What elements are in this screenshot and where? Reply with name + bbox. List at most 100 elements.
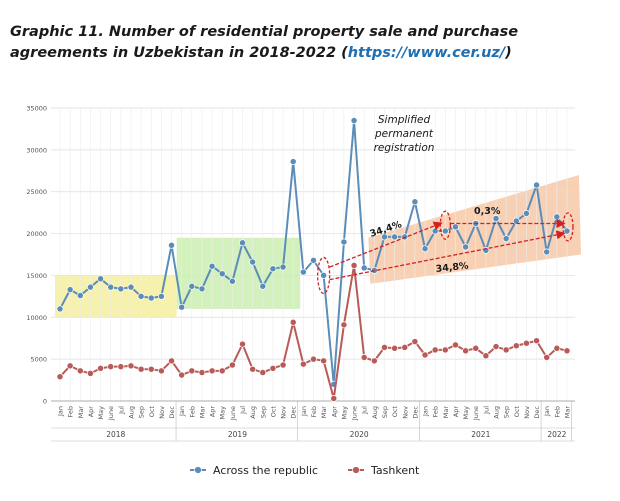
- y-tick-label: 10000: [26, 314, 47, 322]
- x-tick-label: Dec: [290, 406, 298, 419]
- data-point-tashkent: [391, 344, 399, 352]
- data-point-tashkent: [522, 339, 530, 347]
- x-tick-label: May: [340, 406, 348, 420]
- data-point-tashkent: [340, 321, 348, 329]
- x-tick-label: Dec: [533, 406, 541, 419]
- data-point-republic: [553, 213, 561, 221]
- year-label: 2020: [350, 430, 369, 439]
- band-2020-2022: [368, 174, 581, 284]
- data-point-republic: [218, 270, 226, 278]
- year-label: 2022: [547, 430, 566, 439]
- x-tick-label: Mar: [77, 406, 85, 419]
- x-tick-label: Apr: [452, 406, 460, 418]
- data-point-tashkent: [482, 352, 490, 360]
- data-point-republic: [188, 282, 196, 290]
- x-tick-label: June: [351, 406, 359, 421]
- data-point-tashkent: [350, 261, 358, 269]
- x-tick-label: Feb: [553, 406, 561, 418]
- data-point-tashkent: [249, 365, 257, 373]
- data-point-tashkent: [401, 343, 409, 351]
- data-point-republic: [86, 283, 94, 291]
- data-point-republic: [441, 227, 449, 235]
- data-point-republic: [391, 233, 399, 241]
- data-point-tashkent: [381, 343, 388, 351]
- data-point-tashkent: [310, 355, 317, 363]
- data-point-republic: [198, 285, 206, 293]
- data-point-republic: [107, 283, 115, 291]
- data-point-republic: [543, 248, 551, 256]
- x-tick-label: Jan: [57, 406, 65, 417]
- data-point-republic: [289, 158, 297, 166]
- data-point-republic: [239, 239, 246, 247]
- data-point-republic: [147, 294, 155, 302]
- x-tick-label: Sep: [259, 406, 267, 418]
- data-point-tashkent: [330, 395, 338, 402]
- x-tick-label: Jul: [361, 406, 369, 415]
- data-point-republic: [299, 268, 307, 276]
- year-label: 2021: [471, 430, 490, 439]
- data-point-tashkent: [66, 362, 74, 370]
- data-point-republic: [533, 181, 541, 189]
- data-point-tashkent: [462, 347, 470, 355]
- data-point-tashkent: [228, 361, 236, 369]
- data-point-republic: [421, 245, 429, 253]
- x-tick-label: Sep: [503, 406, 511, 418]
- x-tick-label: Feb: [432, 406, 440, 418]
- data-point-tashkent: [239, 340, 246, 348]
- data-point-tashkent: [512, 342, 520, 350]
- data-point-tashkent: [441, 346, 449, 354]
- data-point-tashkent: [259, 369, 267, 376]
- data-point-republic: [259, 282, 267, 290]
- x-tick-label: Sep: [381, 406, 389, 418]
- data-point-republic: [431, 227, 439, 235]
- data-point-republic: [117, 285, 125, 293]
- x-tick-label: Oct: [148, 406, 156, 418]
- x-tick-label: Mar: [442, 406, 450, 419]
- y-tick-label: 35000: [26, 105, 47, 113]
- x-tick-label: June: [229, 406, 237, 421]
- data-point-tashkent: [178, 371, 186, 379]
- source-link[interactable]: https://www.cer.uz/: [347, 45, 506, 61]
- data-point-republic: [563, 227, 571, 235]
- data-point-republic: [381, 233, 388, 241]
- data-point-republic: [56, 305, 64, 313]
- x-tick-label: Jul: [482, 406, 490, 415]
- x-tick-label: June: [472, 406, 480, 421]
- data-point-republic: [168, 241, 175, 249]
- data-point-republic: [310, 256, 317, 264]
- data-point-republic: [137, 292, 145, 300]
- data-point-tashkent: [188, 367, 196, 375]
- x-tick-label: Nov: [401, 406, 409, 419]
- x-tick-label: Nov: [280, 406, 288, 419]
- data-point-republic: [512, 217, 520, 225]
- data-point-tashkent: [137, 365, 145, 373]
- data-point-tashkent: [563, 347, 571, 355]
- y-tick-label: 25000: [26, 188, 47, 196]
- x-tick-label: Jan: [178, 406, 186, 417]
- data-point-republic: [249, 258, 257, 266]
- annotation-registration: Simplified: [378, 114, 431, 126]
- data-point-tashkent: [553, 344, 561, 352]
- y-tick-label: 20000: [26, 230, 47, 238]
- data-point-republic: [208, 262, 216, 270]
- data-point-tashkent: [411, 338, 419, 346]
- data-point-tashkent: [320, 357, 328, 365]
- x-tick-label: Aug: [127, 406, 135, 419]
- data-point-tashkent: [360, 354, 368, 361]
- x-tick-label: Mar: [198, 406, 206, 419]
- data-point-republic: [452, 223, 459, 231]
- x-tick-label: Jan: [300, 406, 308, 417]
- data-point-republic: [492, 215, 500, 222]
- x-tick-label: Jul: [117, 406, 125, 415]
- x-tick-label: Jul: [239, 406, 247, 415]
- y-tick-label: 30000: [26, 146, 47, 154]
- data-point-republic: [340, 238, 348, 246]
- data-point-tashkent: [421, 351, 429, 359]
- chart-title: Graphic 11. Number of residential proper…: [10, 22, 610, 64]
- legend-republic-label: Across the republic: [213, 464, 318, 477]
- data-point-tashkent: [86, 369, 94, 377]
- chart-title-text: Graphic 11. Number of residential proper…: [10, 24, 519, 61]
- x-tick-label: Sep: [138, 406, 146, 418]
- data-point-tashkent: [452, 341, 459, 349]
- data-point-republic: [157, 292, 165, 300]
